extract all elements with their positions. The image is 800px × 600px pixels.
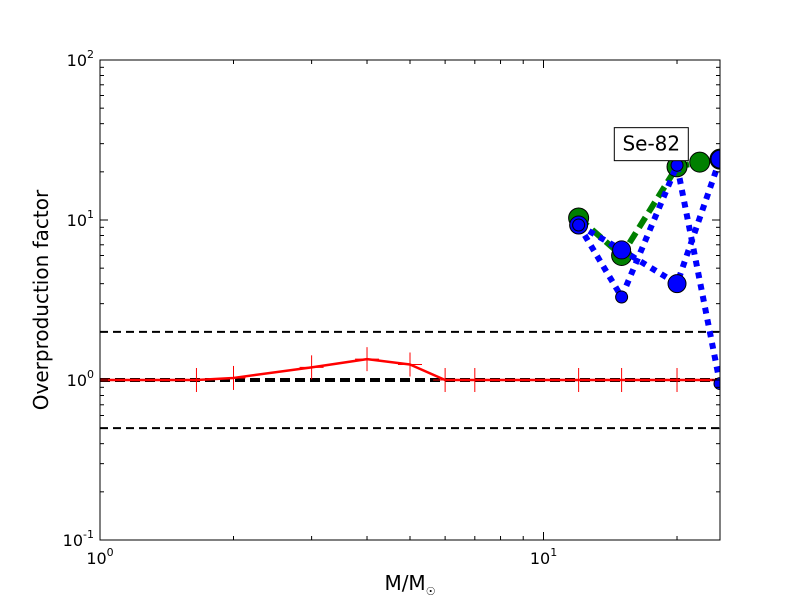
- series-0-point-10: [665, 368, 690, 392]
- series-3-point-0: [572, 218, 586, 232]
- axis-ticks: [99, 59, 720, 541]
- series-0-point-6: [433, 368, 458, 392]
- series-layer: [100, 148, 720, 392]
- series-0-point-2: [221, 365, 246, 390]
- series-2-point-1: [612, 240, 632, 260]
- series-3-point-1: [615, 290, 629, 304]
- x-axis-label: M/M☉: [384, 571, 435, 598]
- y-axis-label: Overproduction factor: [29, 189, 53, 410]
- series-3-point-3: [713, 377, 720, 391]
- annotation-label: Se-82: [622, 132, 680, 156]
- series-2-line: [577, 158, 720, 287]
- se82-annotation: Se-82: [613, 127, 689, 162]
- series-0-point-5: [398, 352, 422, 377]
- series-2-point-3: [710, 149, 720, 169]
- series-3-line: [576, 162, 720, 385]
- x-tick-label-0: 100: [86, 546, 113, 568]
- series-0-point-1: [184, 368, 209, 392]
- series-2-point-2: [667, 274, 687, 294]
- annotation-box: [613, 127, 689, 162]
- series-0-point-9: [609, 368, 634, 392]
- y-tick-label-1: 101: [67, 208, 94, 230]
- y-tick-label-0: 100: [67, 368, 94, 390]
- series-0-point-4: [355, 347, 380, 372]
- series-0-point-3: [299, 355, 324, 380]
- y-tick-label-2: 102: [67, 48, 94, 70]
- series-0-point-7: [462, 368, 487, 392]
- series-1-point-3: [689, 151, 711, 173]
- x-tick-label-1: 101: [530, 546, 557, 568]
- y-tick-label--1: 10-1: [63, 528, 94, 550]
- series-0-point-8: [566, 368, 591, 392]
